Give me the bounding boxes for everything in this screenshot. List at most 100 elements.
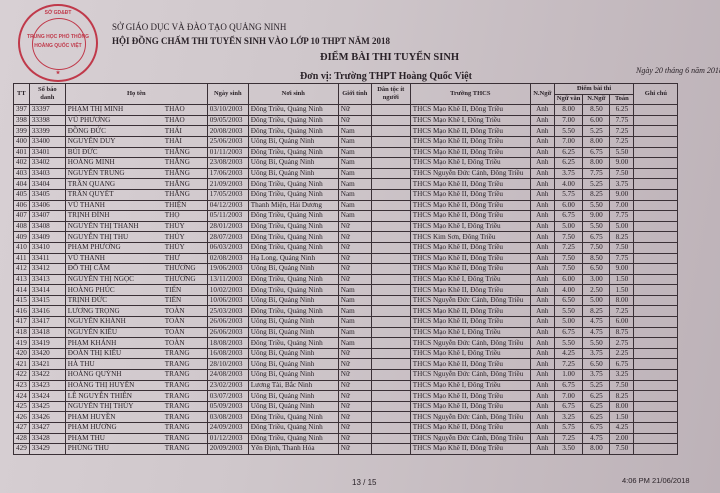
cell-pob: Đông Triều, Quảng Ninh <box>247 411 339 423</box>
cell-lit: 6.75 <box>553 400 584 413</box>
cell-school: THCS Mạo Khê I, Đông Triều <box>409 347 531 360</box>
cell-dob: 28/01/2003 <box>206 220 249 233</box>
cell-school: THCS Mạo Khê II, Đông Triều <box>409 263 531 275</box>
cell-dob: 17/06/2003 <box>206 167 249 180</box>
col-name: Họ tên <box>64 82 208 106</box>
cell-sbd: 33405 <box>28 188 66 201</box>
cell-school: THCS Nguyễn Đức Cảnh, Đông Triều <box>409 167 531 180</box>
cell-tt: 420 <box>13 347 30 360</box>
cell-ethnic <box>370 114 411 127</box>
cell-pob: Đông Triều, Quảng Ninh <box>247 432 339 445</box>
cell-lang: Anh <box>529 263 555 275</box>
cell-pob: Đông Triều, Quảng Ninh <box>247 337 339 349</box>
cell-dob: 23/02/2003 <box>206 379 249 392</box>
col-tt: TT <box>13 82 30 106</box>
col-literature: Ngữ văn <box>553 93 584 106</box>
cell-school: THCS Nguyễn Đức Cảnh, Đông Triều <box>409 337 531 349</box>
cell-school: THCS Mạo Khê II, Đông Triều <box>409 400 531 413</box>
cell-dob: 05/09/2003 <box>206 400 249 413</box>
cell-pob: Uông Bí, Quảng Ninh <box>247 400 339 413</box>
cell-foreign: 5.50 <box>582 220 611 233</box>
cell-foreign: 6.75 <box>582 231 611 243</box>
cell-lit: 7.50 <box>553 252 584 265</box>
col-foreign-language: N.Ngữ <box>582 93 611 106</box>
cell-math: 7.00 <box>609 199 635 212</box>
cell-pob: Uông Bí, Quảng Ninh <box>247 135 339 148</box>
cell-surname: HOÀNG QUỲNH <box>67 370 122 379</box>
cell-full-name: BÙI ĐỨC THẮNG <box>64 146 208 159</box>
table-row: 407 33407 TRỊNH ĐÌNH THỌ 05/11/2003 Đông Triề… <box>13 210 679 222</box>
cell-foreign: 4.75 <box>582 326 611 339</box>
cell-note <box>633 135 679 148</box>
cell-full-name: ĐOÀN THỊ KIỀU TRANG <box>64 347 208 360</box>
cell-note <box>633 104 679 116</box>
cell-math: 7.25 <box>609 305 635 318</box>
cell-ethnic <box>370 326 411 339</box>
cell-math: 2.25 <box>609 347 635 360</box>
cell-given-name: THẮNG <box>164 179 190 188</box>
cell-dob: 26/06/2003 <box>206 326 249 339</box>
cell-dob: 25/03/2003 <box>206 305 249 318</box>
cell-sex: Nam <box>337 294 372 307</box>
cell-lit: 5.50 <box>553 337 584 349</box>
cell-lang: Anh <box>529 273 555 286</box>
cell-lit: 6.50 <box>553 294 584 307</box>
cell-foreign: 6.00 <box>582 114 611 127</box>
cell-sex: Nam <box>337 125 372 137</box>
cell-math: 1.50 <box>609 411 635 423</box>
cell-full-name: NGUYỄN THỊ THANH THỦY <box>64 220 208 233</box>
cell-surname: PHẠM THỊ MINH <box>67 105 124 114</box>
cell-dob: 25/06/2003 <box>206 135 249 148</box>
table-row: 397 33397 PHẠM THỊ MINH THẢO 03/10/2003 Đông … <box>13 104 679 116</box>
cell-foreign: 8.25 <box>582 188 611 201</box>
cell-pob: Đông Triều, Quảng Ninh <box>247 284 339 296</box>
cell-school: THCS Nguyễn Đức Cảnh, Đông Triều <box>409 411 531 423</box>
cell-full-name: HOÀNG QUỲNH TRANG <box>64 369 208 381</box>
cell-surname: TRẦN QUYẾT <box>67 190 114 199</box>
cell-ethnic <box>370 241 411 254</box>
cell-dob: 10/06/2003 <box>206 294 249 307</box>
cell-full-name: PHẠM THỊ MINH THẢO <box>64 104 208 116</box>
table-row: 401 33401 BÙI ĐỨC THẮNG 01/11/2003 Đông Triều… <box>13 146 679 159</box>
cell-note <box>633 284 679 296</box>
table-row: 415 33415 TRỊNH ĐỨC TIẾN 10/06/2003 Uông Bí, … <box>13 294 679 307</box>
cell-lang: Anh <box>529 252 555 265</box>
table-row: 413 33413 NGUYỄN THỊ NGỌC THƯƠNG 13/11/2003 Đ… <box>13 273 679 286</box>
cell-sex: Nữ <box>337 273 372 286</box>
cell-foreign: 8.50 <box>582 252 611 265</box>
stamp-inner-ring <box>32 18 86 70</box>
cell-lang: Anh <box>529 326 555 339</box>
cell-surname: NGUYỄN THỊ THÙY <box>67 402 134 411</box>
cell-foreign: 5.25 <box>582 125 611 137</box>
cell-sbd: 33423 <box>28 379 66 392</box>
cell-pob: Uông Bí, Quảng Ninh <box>247 294 339 307</box>
cell-tt: 418 <box>13 326 30 339</box>
cell-math: 8.25 <box>609 231 635 243</box>
cell-math: 3.75 <box>609 178 635 190</box>
cell-lit: 7.00 <box>553 390 584 402</box>
cell-note <box>633 337 679 349</box>
cell-given-name: THẮNG <box>164 169 190 178</box>
cell-lang: Anh <box>529 104 555 116</box>
cell-math: 9.00 <box>609 263 635 275</box>
cell-note <box>633 390 679 402</box>
col-dob: Ngày sinh <box>206 82 249 106</box>
cell-pob: Đông Triều, Quảng Ninh <box>247 220 339 233</box>
cell-pob: Uông Bí, Quảng Ninh <box>247 347 339 360</box>
cell-given-name: THƯƠNG <box>164 274 196 283</box>
cell-full-name: VŨ THANH THƯ <box>64 252 208 265</box>
cell-tt: 410 <box>13 241 30 254</box>
cell-math: 6.75 <box>609 358 635 371</box>
cell-school: THCS Mạo Khê I, Đông Triều <box>409 220 531 233</box>
cell-sex: Nữ <box>337 432 372 445</box>
cell-dob: 10/02/2003 <box>206 284 249 296</box>
cell-ethnic <box>370 188 411 201</box>
cell-given-name: TRANG <box>164 412 190 421</box>
table-row: 408 33408 NGUYỄN THỊ THANH THỦY 28/01/2003 Đô… <box>13 220 679 233</box>
cell-surname: LÊ NGUYỄN THIÊN <box>67 391 132 400</box>
cell-note <box>633 400 679 413</box>
cell-tt: 417 <box>13 316 30 328</box>
cell-full-name: NGUYỄN KHÁNH TOÀN <box>64 316 208 328</box>
cell-sbd: 33397 <box>28 104 66 116</box>
